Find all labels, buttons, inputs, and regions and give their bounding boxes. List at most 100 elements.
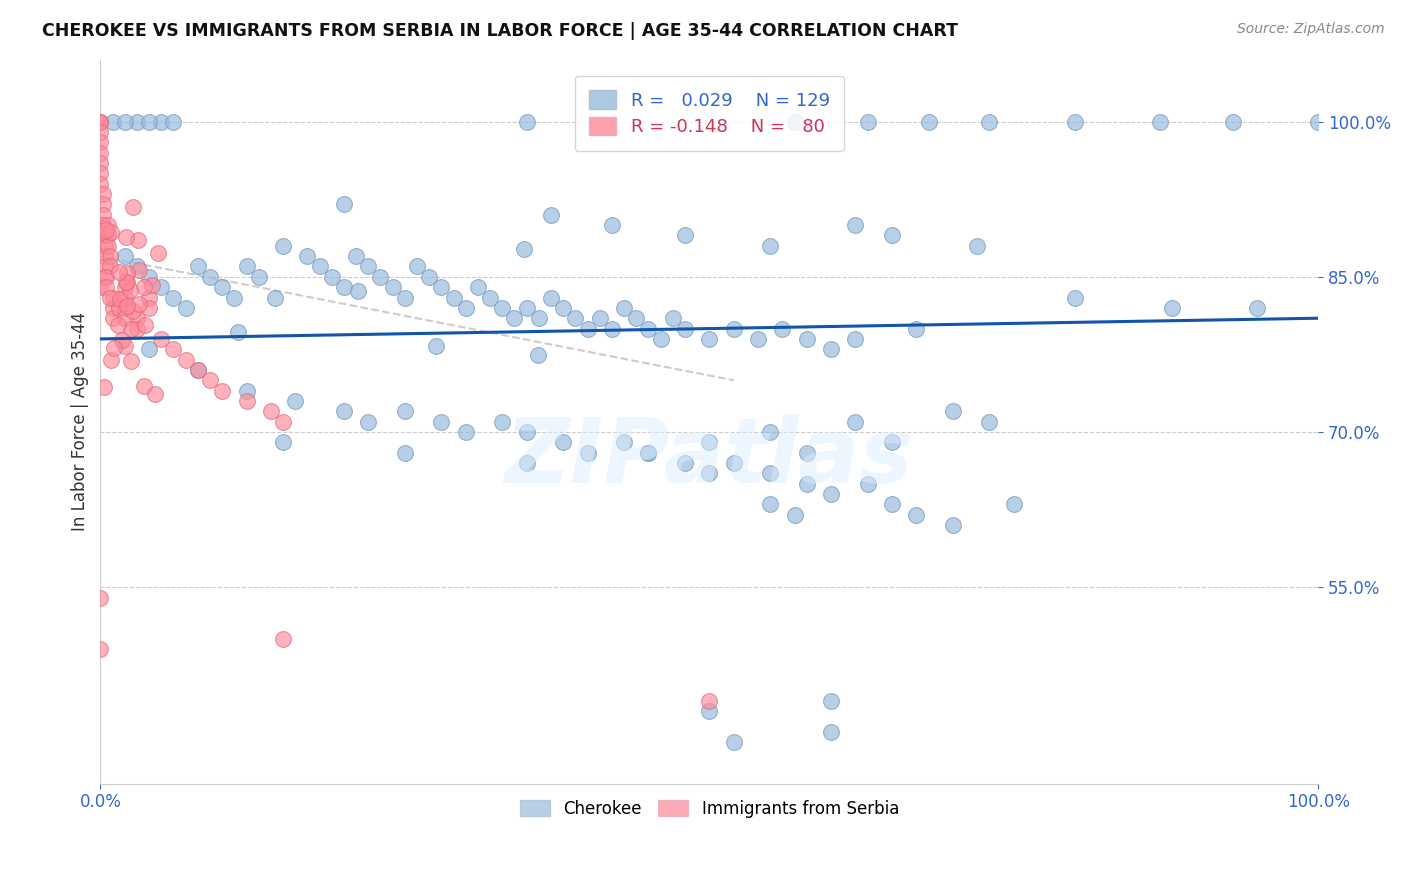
Point [271, 632, 294, 646]
Point [101, 311, 124, 326]
Point [89, 145, 111, 160]
Point [108, 292, 131, 306]
Point [637, 446, 659, 460]
Point [260, 404, 283, 418]
Point [211, 384, 233, 398]
Point [111, 334, 134, 348]
Point [516, 456, 538, 470]
Point [783, 114, 806, 128]
Point [125, 114, 148, 128]
Point [430, 280, 453, 294]
Point [98, 249, 121, 263]
Point [97, 228, 120, 243]
Point [516, 425, 538, 439]
Point [94, 249, 117, 263]
Point [91, 197, 114, 211]
Point [125, 311, 148, 326]
Point [187, 363, 209, 377]
Point [138, 269, 160, 284]
Point [697, 332, 720, 346]
Point [121, 304, 143, 318]
Point [662, 311, 685, 326]
Point [759, 425, 782, 439]
Point [89, 642, 111, 657]
Point [516, 301, 538, 315]
Point [820, 487, 842, 501]
Point [247, 269, 270, 284]
Point [103, 342, 125, 356]
Point [1149, 114, 1171, 128]
Point [467, 280, 489, 294]
Legend: Cherokee, Immigrants from Serbia: Cherokee, Immigrants from Serbia [512, 791, 907, 826]
Point [553, 301, 575, 315]
Point [120, 354, 142, 368]
Point [357, 260, 380, 274]
Point [844, 332, 866, 346]
Point [162, 114, 184, 128]
Point [138, 114, 160, 128]
Point [527, 311, 550, 326]
Point [394, 446, 416, 460]
Point [553, 435, 575, 450]
Point [503, 311, 526, 326]
Point [425, 339, 447, 353]
Point [114, 301, 136, 315]
Point [125, 321, 148, 335]
Point [880, 435, 903, 450]
Point [134, 318, 156, 333]
Point [174, 352, 197, 367]
Point [527, 347, 550, 361]
Point [723, 735, 745, 749]
Point [150, 332, 173, 346]
Point [1161, 301, 1184, 315]
Point [107, 318, 129, 332]
Text: CHEROKEE VS IMMIGRANTS FROM SERBIA IN LABOR FORCE | AGE 35-44 CORRELATION CHART: CHEROKEE VS IMMIGRANTS FROM SERBIA IN LA… [42, 22, 957, 40]
Point [673, 228, 696, 243]
Point [723, 456, 745, 470]
Point [626, 311, 648, 326]
Point [844, 415, 866, 429]
Point [141, 277, 163, 292]
Point [723, 321, 745, 335]
Point [820, 725, 842, 739]
Point [150, 280, 173, 294]
Point [96, 280, 118, 294]
Point [114, 339, 136, 353]
Point [89, 114, 111, 128]
Point [966, 239, 988, 253]
Point [370, 269, 392, 284]
Point [115, 275, 138, 289]
Point [94, 260, 117, 274]
Point [406, 260, 429, 274]
Point [114, 311, 136, 326]
Point [91, 228, 114, 243]
Point [1222, 114, 1244, 128]
Y-axis label: In Labor Force | Age 35-44: In Labor Force | Age 35-44 [72, 312, 89, 532]
Point [347, 284, 370, 298]
Point [235, 260, 257, 274]
Point [89, 125, 111, 139]
Point [150, 114, 173, 128]
Point [271, 239, 294, 253]
Point [91, 208, 114, 222]
Point [454, 425, 477, 439]
Point [917, 114, 939, 128]
Point [125, 260, 148, 274]
Point [94, 269, 117, 284]
Point [513, 242, 536, 256]
Point [108, 265, 131, 279]
Point [120, 283, 142, 297]
Point [576, 321, 599, 335]
Point [97, 218, 120, 232]
Point [321, 269, 343, 284]
Point [115, 299, 138, 313]
Point [94, 239, 117, 253]
Point [613, 435, 636, 450]
Point [115, 230, 138, 244]
Point [93, 380, 115, 394]
Point [844, 218, 866, 232]
Point [443, 291, 465, 305]
Point [115, 275, 138, 289]
Point [697, 435, 720, 450]
Point [673, 456, 696, 470]
